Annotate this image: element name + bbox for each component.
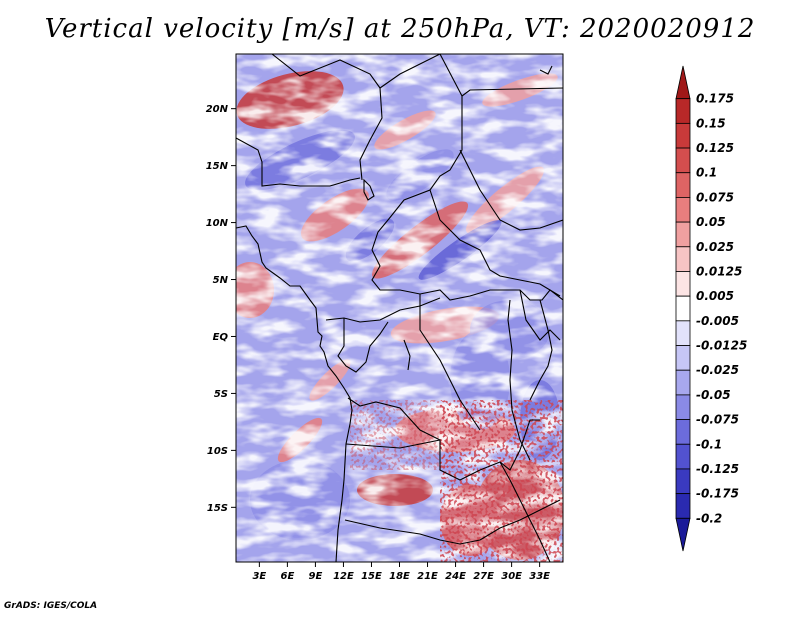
velocity-field (236, 54, 563, 562)
colorbar-label: -0.075 (696, 413, 739, 427)
colorbar-swatch (675, 443, 691, 470)
colorbar-label: 0.005 (696, 289, 734, 303)
lat-label: 5S (214, 389, 228, 400)
colorbar-label: 0.15 (696, 116, 726, 130)
country-borders (236, 54, 563, 562)
lat-label: 10S (207, 446, 228, 457)
lat-label: 10N (206, 218, 229, 229)
colorbar-swatch (675, 493, 691, 519)
lat-label: 20N (206, 104, 229, 115)
colorbar-swatch (675, 197, 691, 223)
colorbar-top-arrow (675, 65, 691, 100)
lon-label: 27E (473, 571, 494, 582)
colorbar-swatch (675, 246, 691, 272)
latitude-axis: 20N 15N 10N 5N EQ 5S 10S 15S (206, 104, 236, 514)
colorbar-label: -0.05 (696, 388, 731, 402)
colorbar-label: 0.125 (696, 141, 734, 155)
colorbar-swatch (675, 394, 691, 420)
lon-label: 9E (309, 571, 323, 582)
colorbar-swatch (675, 122, 691, 149)
colorbar-label: -0.0125 (696, 339, 747, 353)
lon-label: 3E (252, 571, 266, 582)
lon-label: 30E (501, 571, 522, 582)
lon-label: 12E (333, 571, 354, 582)
colorbar-swatch (675, 369, 691, 396)
colorbar-label: -0.125 (696, 462, 739, 476)
credit-text: GrADS: IGES/COLA (4, 601, 98, 611)
colorbar-label: 0.05 (696, 215, 726, 229)
colorbar-swatch (675, 172, 691, 198)
colorbar-swatch (675, 468, 691, 495)
colorbar-label: 0.075 (696, 190, 734, 204)
colorbar-swatch (675, 98, 691, 124)
lon-label: 33E (529, 571, 550, 582)
colorbar-label: -0.005 (696, 314, 739, 328)
colorbar-label: -0.1 (696, 437, 722, 451)
lon-label: 15E (361, 571, 382, 582)
colorbar-label: 0.0125 (696, 264, 742, 278)
colorbar-label: 0.1 (696, 166, 717, 180)
colorbar-label: 0.025 (696, 240, 734, 254)
colorbar-label: -0.2 (696, 511, 722, 525)
colorbar-swatch (675, 419, 691, 445)
colorbar-swatch (675, 147, 691, 174)
colorbar-swatch (675, 221, 691, 248)
plot-title: Vertical velocity [m/s] at 250hPa, VT: 2… (44, 14, 756, 44)
colorbar-swatch (675, 345, 691, 371)
lon-label: 24E (445, 571, 466, 582)
colorbar-label: 0.175 (696, 92, 734, 106)
colorbar-label: -0.175 (696, 487, 739, 501)
colorbar-swatch (675, 295, 691, 322)
lat-label: 15N (206, 161, 229, 172)
colorbar-swatch (675, 320, 691, 346)
lat-label: 5N (213, 275, 229, 286)
colorbar-label: -0.025 (696, 363, 739, 377)
lat-label: 15S (207, 503, 228, 514)
colorbar-bottom-arrow (675, 517, 691, 552)
longitude-axis: 3E 6E 9E 12E 15E 18E 21E 24E 27E 30E 33E (252, 562, 550, 582)
colorbar-swatch (675, 271, 691, 297)
colorbar: 0.175 0.15 0.125 0.1 0.075 0.05 0.025 0.0125 0.0… (675, 65, 747, 552)
lat-label: EQ (213, 332, 229, 343)
lon-label: 18E (389, 571, 410, 582)
lon-label: 6E (280, 571, 294, 582)
lon-label: 21E (417, 571, 438, 582)
